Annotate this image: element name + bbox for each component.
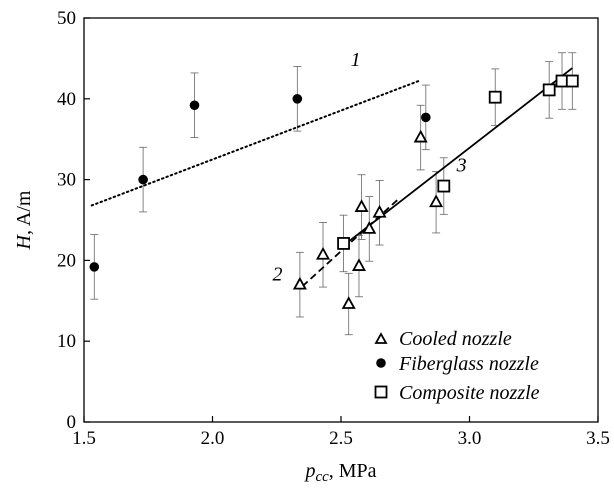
fiberglass-nozzle-point (421, 112, 431, 123)
ticks: 1.5 2.0 2.5 3.0 3.5 0 10 20 30 40 50 (57, 8, 610, 449)
legend-composite-label: Composite nozzle (399, 382, 540, 404)
y-tick-label: 30 (57, 170, 76, 191)
fiberglass-nozzle-point (89, 262, 100, 272)
curve-label-3: 3 (456, 155, 467, 177)
composite-nozzle-point (437, 179, 451, 193)
composite-nozzle-point (337, 237, 350, 250)
composite-nozzle-point (488, 90, 502, 104)
y-tick-label: 10 (57, 331, 76, 352)
legend-cooled-marker (374, 332, 388, 344)
cooled-nozzle-point (315, 246, 331, 260)
fiberglass-nozzle-point (189, 100, 200, 111)
curve-label-2: 2 (272, 263, 282, 285)
legend-cooled-label: Cooled nozzle (399, 328, 512, 350)
cooled-nozzle-point (351, 258, 367, 271)
legend: Cooled nozzle Fiberglass nozzle Composit… (374, 328, 540, 404)
composite-nozzle-point (542, 83, 556, 97)
x-axis-title: pcc, MPa (303, 460, 376, 485)
y-axis-title: H, A/m (13, 190, 35, 250)
x-tick-label: 2.0 (201, 428, 225, 449)
legend-fiberglass-marker (376, 358, 386, 368)
cooled-nozzle-point (292, 276, 307, 290)
markers (89, 74, 579, 309)
cooled-nozzle-point (341, 296, 356, 309)
cooled-nozzle-point (372, 204, 387, 218)
legend-composite-marker (374, 385, 388, 399)
y-tick-label: 50 (57, 8, 76, 29)
cooled-nozzle-point (362, 221, 377, 234)
cooled-nozzle-point (429, 194, 444, 208)
curve-labels: 1 2 3 (272, 49, 466, 285)
x-tick-label: 2.5 (329, 428, 353, 449)
cooled-nozzle-point (354, 199, 369, 212)
x-tick-label: 1.5 (72, 428, 96, 449)
cooled-nozzle-point (413, 129, 428, 143)
x-tick-label: 3.5 (586, 428, 610, 449)
fit-line-1 (90, 79, 422, 207)
error-bars (90, 52, 577, 336)
y-tick-label: 20 (57, 250, 76, 271)
curve-label-1: 1 (351, 49, 361, 71)
y-tick-label: 40 (57, 89, 76, 110)
composite-nozzle-point (565, 74, 579, 88)
x-tick-label: 3.0 (458, 428, 482, 449)
fiberglass-nozzle-point (292, 94, 303, 104)
fiberglass-nozzle-point (138, 174, 148, 185)
legend-fiberglass-label: Fiberglass nozzle (398, 353, 539, 375)
y-tick-label: 0 (67, 412, 77, 433)
composite-nozzle-point (555, 74, 569, 88)
